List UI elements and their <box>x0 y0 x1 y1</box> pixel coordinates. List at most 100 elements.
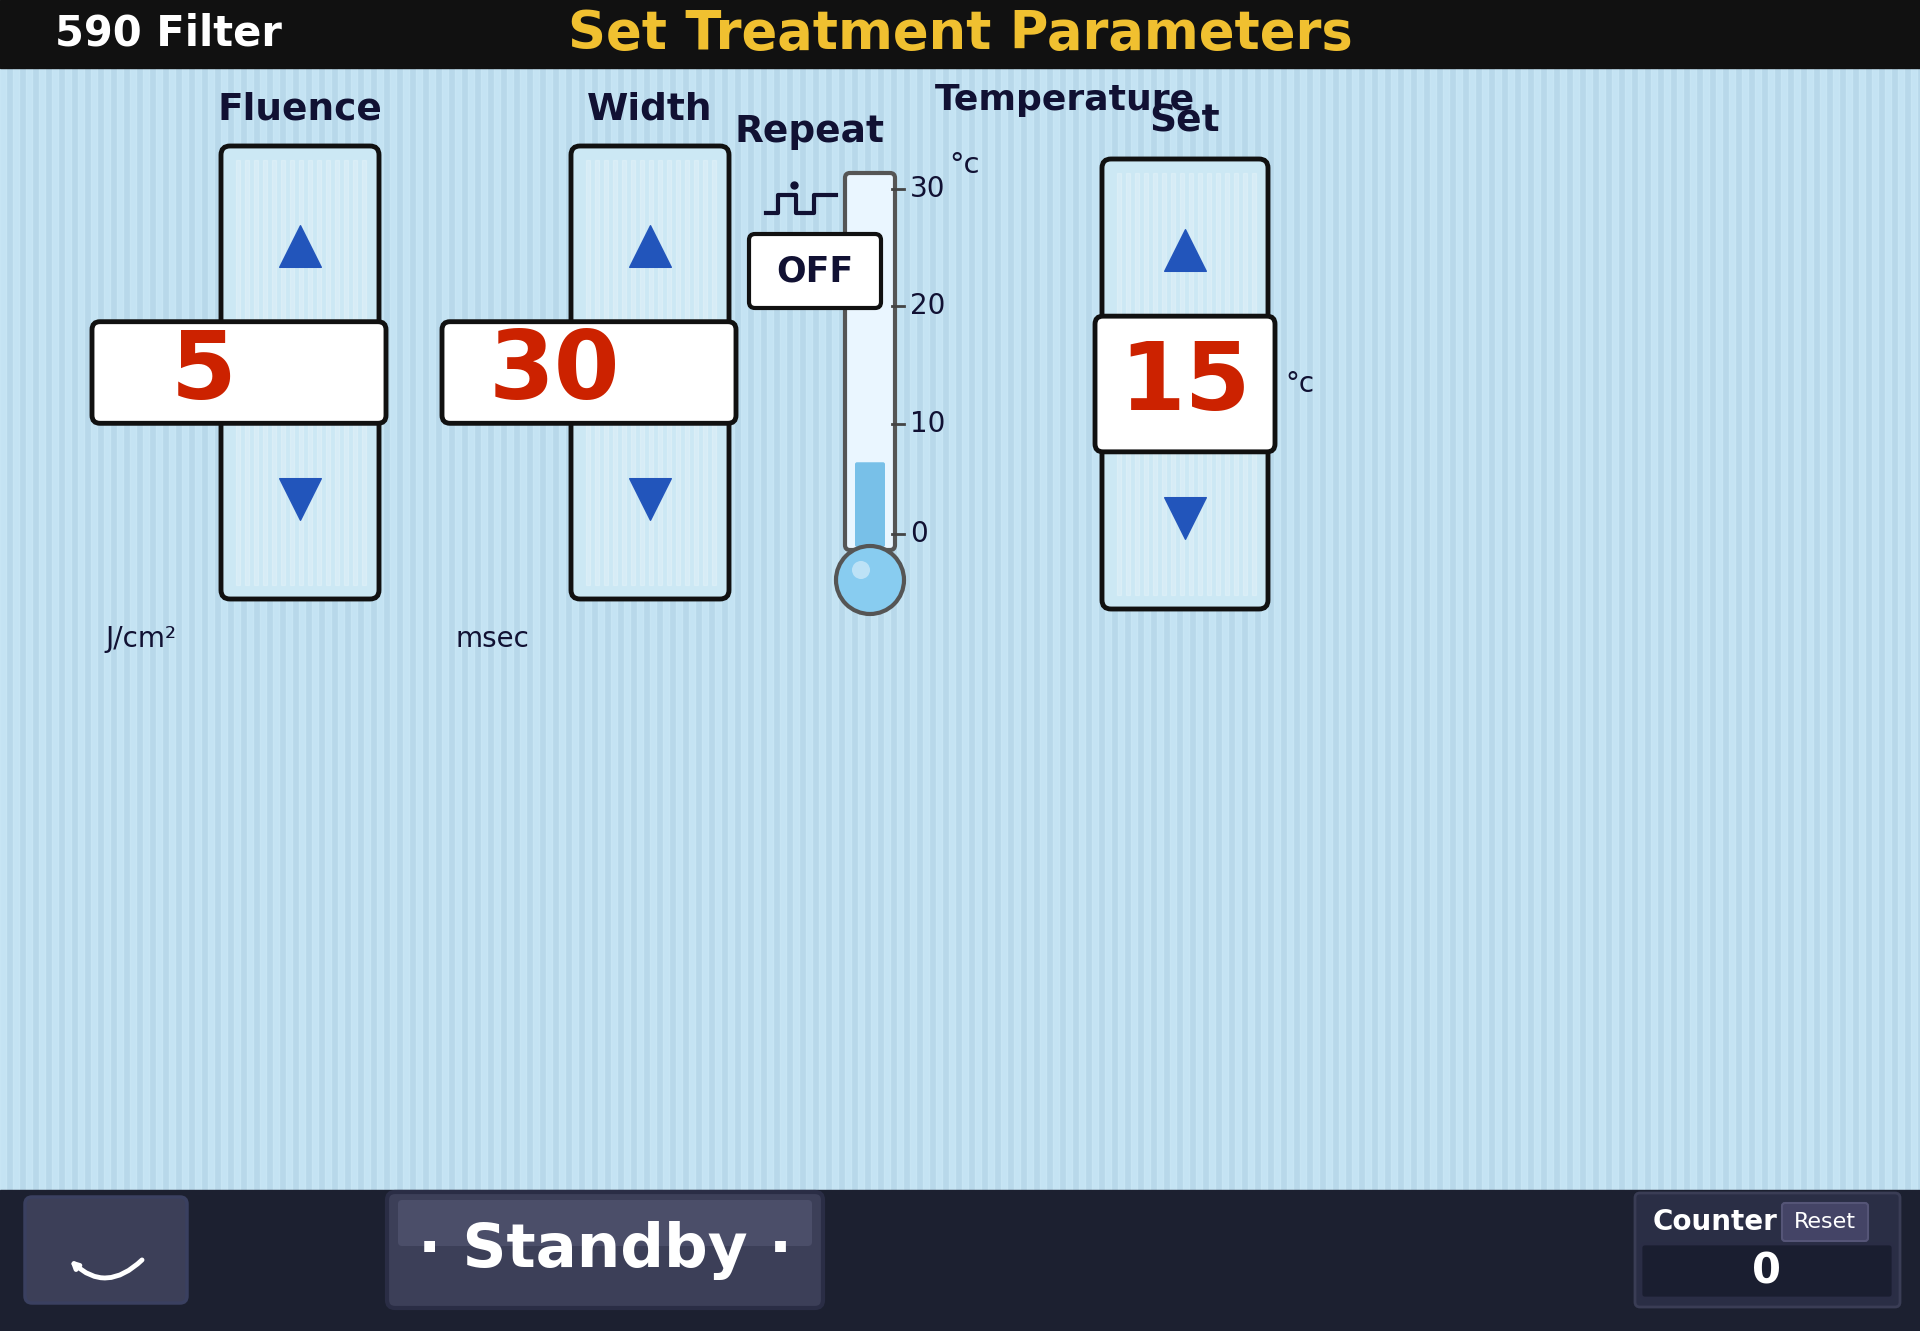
FancyBboxPatch shape <box>1636 1193 1901 1307</box>
Bar <box>263 160 267 586</box>
Bar <box>1768 65 1774 1266</box>
Bar <box>1716 65 1722 1266</box>
Bar <box>273 65 278 1266</box>
Text: Set Treatment Parameters: Set Treatment Parameters <box>568 8 1352 60</box>
Text: Fluence: Fluence <box>217 91 382 126</box>
Bar <box>1885 65 1891 1266</box>
Bar <box>182 65 188 1266</box>
Bar <box>1559 65 1567 1266</box>
Text: Counter: Counter <box>1653 1209 1778 1236</box>
Text: °c: °c <box>950 150 981 178</box>
Bar <box>1225 173 1229 595</box>
Bar <box>482 65 488 1266</box>
Bar <box>1482 65 1488 1266</box>
Bar <box>793 65 799 1266</box>
Bar <box>637 65 643 1266</box>
Bar <box>937 65 943 1266</box>
Point <box>1169 240 1200 261</box>
Bar <box>1807 65 1812 1266</box>
Bar <box>1638 65 1644 1266</box>
Bar <box>169 65 175 1266</box>
FancyBboxPatch shape <box>845 173 895 550</box>
Bar <box>259 65 267 1266</box>
FancyBboxPatch shape <box>1782 1203 1868 1240</box>
Bar <box>741 65 747 1266</box>
Bar <box>1651 65 1657 1266</box>
Bar <box>622 160 626 586</box>
Bar <box>290 160 294 586</box>
Bar <box>632 160 636 586</box>
Bar <box>910 65 916 1266</box>
Bar <box>611 65 616 1266</box>
Bar <box>1135 173 1139 595</box>
Bar <box>1741 65 1747 1266</box>
Bar <box>1106 65 1112 1266</box>
Text: Temperature: Temperature <box>935 83 1194 117</box>
Bar <box>1338 65 1346 1266</box>
Bar <box>493 65 499 1266</box>
Text: Width: Width <box>588 91 712 126</box>
Bar <box>156 65 161 1266</box>
Bar <box>1548 65 1553 1266</box>
Bar <box>104 65 109 1266</box>
Bar <box>1169 65 1175 1266</box>
Bar <box>1730 65 1736 1266</box>
Circle shape <box>852 560 870 579</box>
Text: 0: 0 <box>1753 1250 1782 1292</box>
Bar <box>1066 65 1071 1266</box>
Bar <box>1599 65 1605 1266</box>
Bar <box>1404 65 1409 1266</box>
Bar <box>639 160 643 586</box>
Bar <box>1910 65 1916 1266</box>
Bar <box>1845 65 1853 1266</box>
Bar <box>728 65 733 1266</box>
Bar <box>595 160 599 586</box>
Bar <box>307 160 311 586</box>
Text: 20: 20 <box>910 293 945 321</box>
Bar <box>1261 65 1267 1266</box>
Bar <box>1534 65 1540 1266</box>
Bar <box>703 65 708 1266</box>
FancyBboxPatch shape <box>221 146 378 599</box>
Text: °c: °c <box>1284 370 1313 398</box>
Point <box>284 236 315 257</box>
Bar <box>1248 65 1254 1266</box>
Bar <box>1092 65 1098 1266</box>
Bar <box>820 65 826 1266</box>
Bar <box>353 160 357 586</box>
Bar <box>65 65 71 1266</box>
Bar <box>586 160 589 586</box>
FancyBboxPatch shape <box>854 462 885 547</box>
Bar <box>1872 65 1878 1266</box>
Bar <box>246 160 250 586</box>
Bar <box>1859 65 1864 1266</box>
Bar <box>142 65 150 1266</box>
Text: Repeat: Repeat <box>735 114 885 150</box>
Bar <box>1027 65 1033 1266</box>
Bar <box>326 160 330 586</box>
FancyBboxPatch shape <box>570 146 730 599</box>
Bar <box>363 160 367 586</box>
Bar <box>605 160 609 586</box>
Bar <box>1521 65 1526 1266</box>
Bar <box>1586 65 1592 1266</box>
Bar <box>676 160 680 586</box>
Bar <box>365 65 371 1266</box>
Bar <box>428 65 436 1266</box>
Bar <box>117 65 123 1266</box>
Bar <box>403 65 409 1266</box>
Point <box>284 488 315 510</box>
Bar <box>597 65 605 1266</box>
Bar <box>1507 65 1515 1266</box>
Bar <box>221 65 227 1266</box>
Bar <box>1079 65 1085 1266</box>
Bar <box>1690 65 1695 1266</box>
Bar <box>1665 65 1670 1266</box>
Bar <box>1215 173 1219 595</box>
Bar <box>1300 65 1306 1266</box>
Bar <box>1171 173 1175 595</box>
FancyBboxPatch shape <box>1094 317 1275 451</box>
Circle shape <box>835 546 904 614</box>
Bar <box>897 65 902 1266</box>
Bar <box>1430 65 1436 1266</box>
